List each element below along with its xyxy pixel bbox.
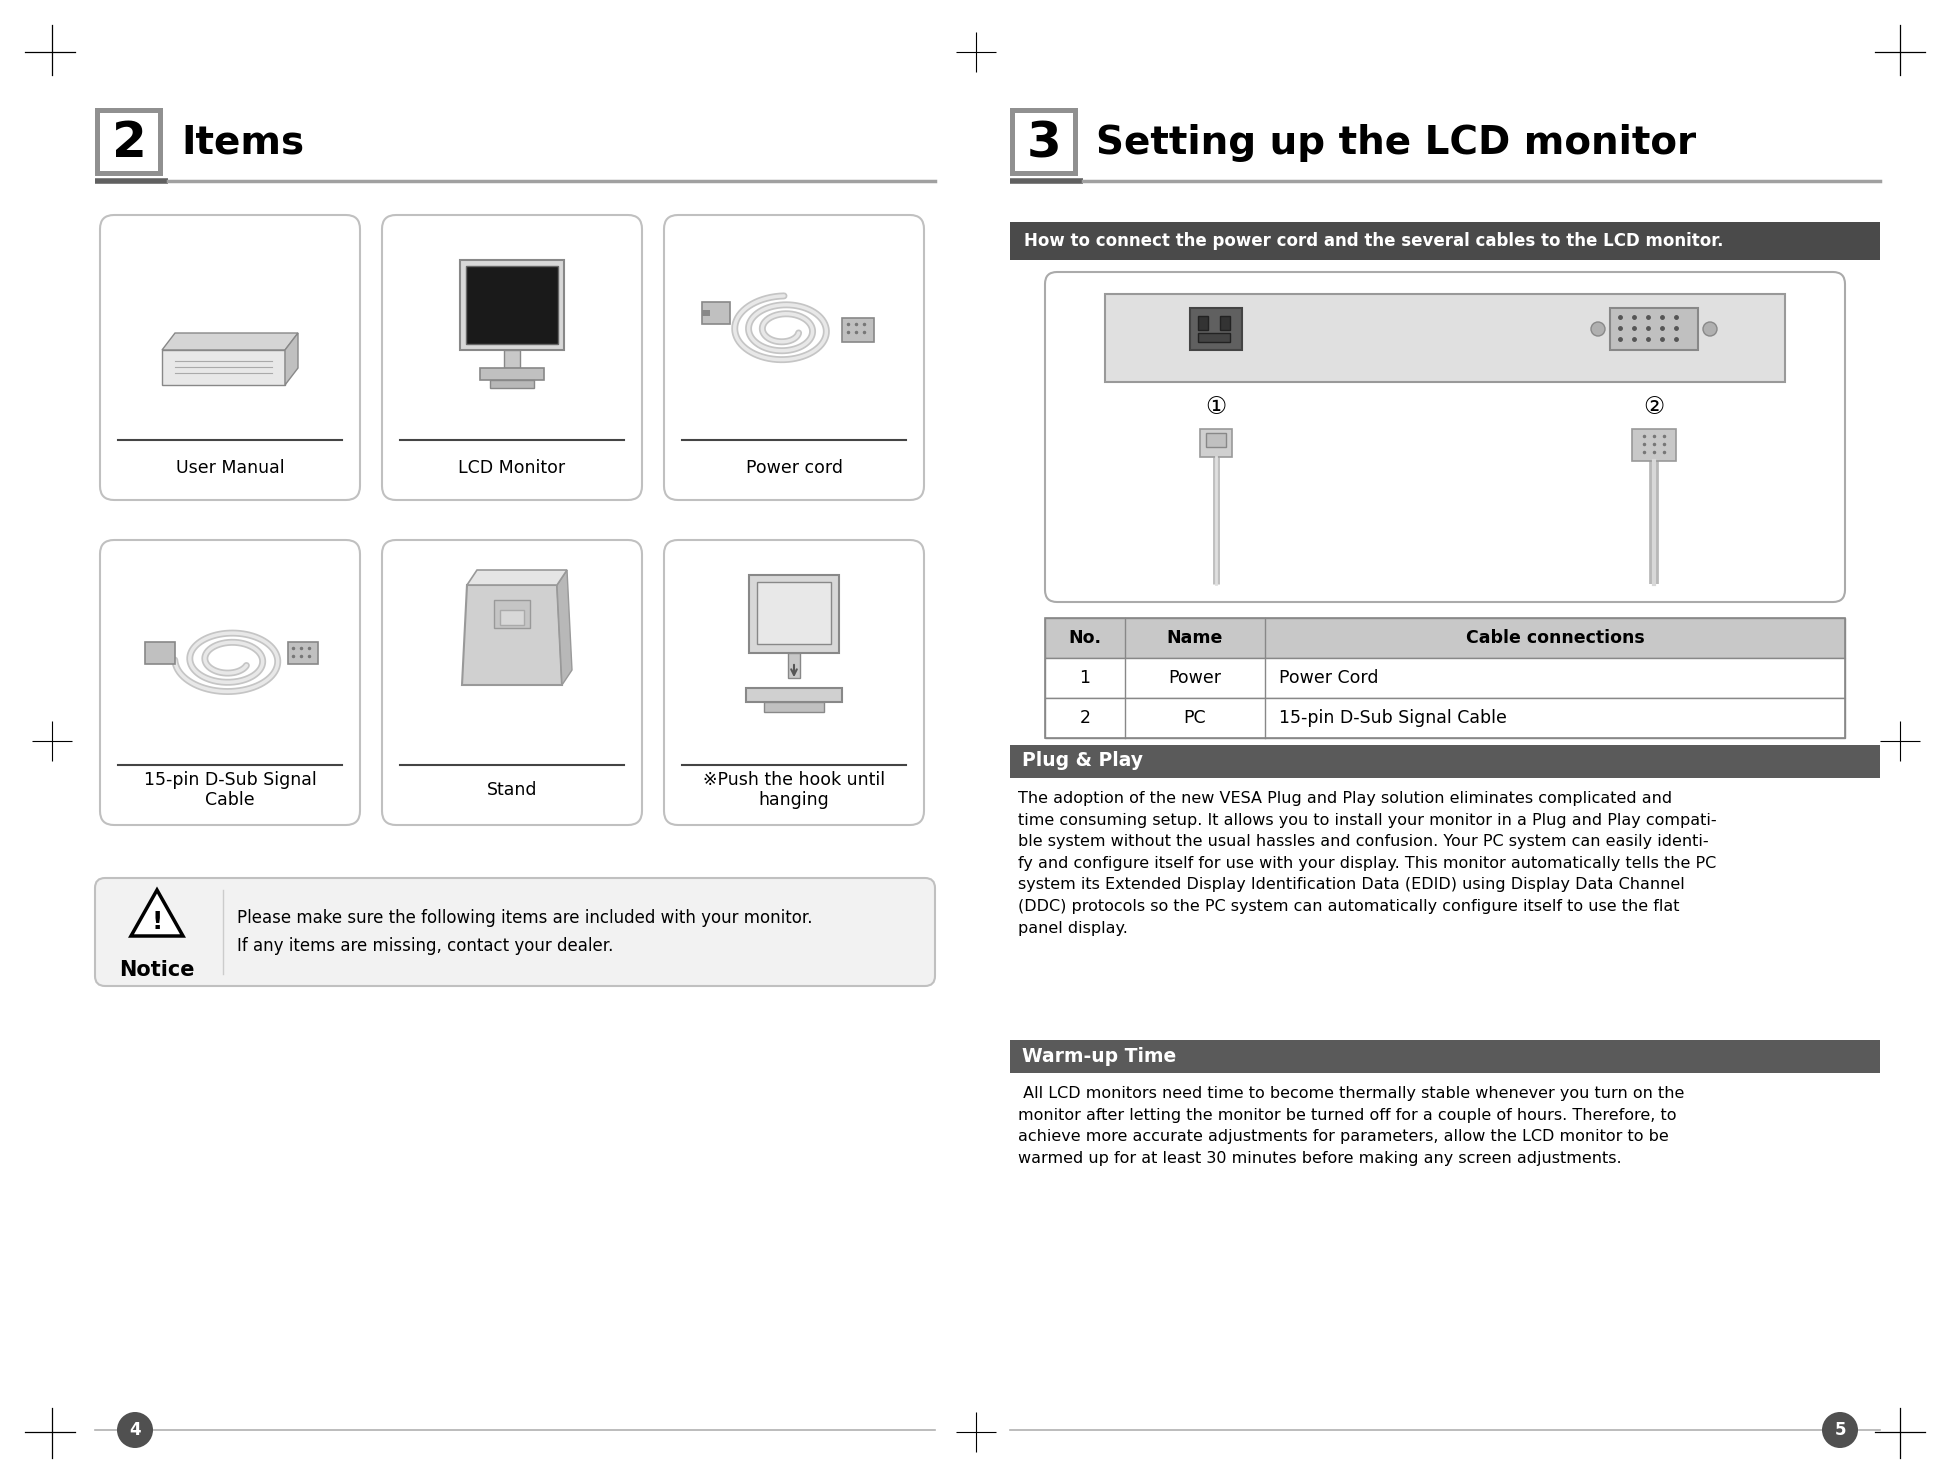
- Circle shape: [117, 1412, 152, 1447]
- Bar: [1044, 658, 1845, 698]
- FancyBboxPatch shape: [664, 540, 923, 825]
- Polygon shape: [285, 334, 299, 386]
- Text: Plug & Play: Plug & Play: [1023, 752, 1144, 771]
- Text: 2: 2: [111, 119, 146, 168]
- Bar: [1206, 433, 1226, 446]
- Text: 15-pin D-Sub Signal Cable: 15-pin D-Sub Signal Cable: [1279, 709, 1507, 727]
- Polygon shape: [162, 334, 299, 350]
- Text: Items: Items: [182, 125, 305, 162]
- Text: PC: PC: [1183, 709, 1206, 727]
- Bar: [1632, 429, 1677, 461]
- Bar: [500, 610, 523, 624]
- Polygon shape: [162, 350, 285, 386]
- Bar: [757, 581, 832, 644]
- Text: Please make sure the following items are included with your monitor.: Please make sure the following items are…: [236, 909, 812, 927]
- FancyBboxPatch shape: [383, 540, 642, 825]
- Bar: [1009, 222, 1880, 260]
- Text: 2: 2: [1079, 709, 1091, 727]
- Bar: [289, 642, 318, 664]
- FancyBboxPatch shape: [1044, 271, 1845, 602]
- Bar: [1200, 429, 1232, 457]
- Bar: [1009, 744, 1880, 779]
- Bar: [763, 701, 824, 712]
- Polygon shape: [131, 890, 183, 936]
- Text: ②: ②: [1644, 394, 1665, 420]
- Bar: [467, 265, 558, 344]
- FancyBboxPatch shape: [100, 540, 359, 825]
- Text: No.: No.: [1068, 629, 1101, 647]
- Text: 4: 4: [129, 1421, 141, 1439]
- Bar: [461, 260, 564, 350]
- Text: All LCD monitors need time to become thermally stable whenever you turn on the
m: All LCD monitors need time to become the…: [1019, 1086, 1685, 1166]
- Bar: [1220, 316, 1230, 331]
- Bar: [1610, 308, 1698, 350]
- Bar: [490, 380, 535, 389]
- Circle shape: [1702, 322, 1718, 337]
- Text: If any items are missing, contact your dealer.: If any items are missing, contact your d…: [236, 937, 613, 955]
- Text: Stand: Stand: [486, 782, 537, 799]
- Bar: [789, 653, 800, 678]
- Text: 3: 3: [1027, 119, 1062, 168]
- Bar: [1199, 334, 1230, 343]
- Bar: [1191, 308, 1241, 350]
- Text: Warm-up Time: Warm-up Time: [1023, 1047, 1177, 1065]
- Bar: [746, 688, 841, 701]
- Polygon shape: [463, 584, 562, 685]
- Bar: [100, 113, 158, 171]
- Bar: [703, 303, 730, 323]
- Bar: [1105, 294, 1784, 383]
- Text: User Manual: User Manual: [176, 460, 285, 478]
- Text: Power: Power: [1169, 669, 1222, 687]
- Bar: [144, 642, 176, 664]
- Bar: [1009, 108, 1078, 176]
- Bar: [504, 350, 519, 368]
- Text: !: !: [152, 911, 162, 934]
- Circle shape: [1821, 1412, 1858, 1447]
- Bar: [841, 317, 874, 343]
- Bar: [750, 575, 839, 653]
- Text: Cable connections: Cable connections: [1466, 629, 1644, 647]
- FancyBboxPatch shape: [664, 215, 923, 500]
- Bar: [1015, 113, 1074, 171]
- Bar: [703, 310, 711, 316]
- FancyBboxPatch shape: [100, 215, 359, 500]
- Bar: [480, 368, 545, 380]
- Polygon shape: [467, 569, 566, 584]
- FancyBboxPatch shape: [383, 215, 642, 500]
- Text: 5: 5: [1835, 1421, 1847, 1439]
- Polygon shape: [556, 569, 572, 685]
- Text: Power cord: Power cord: [746, 460, 843, 478]
- Bar: [1009, 1040, 1880, 1074]
- Text: Power Cord: Power Cord: [1279, 669, 1378, 687]
- Circle shape: [1591, 322, 1605, 337]
- Text: ①: ①: [1206, 394, 1226, 420]
- Bar: [1044, 618, 1845, 739]
- Bar: [96, 108, 164, 176]
- Text: Name: Name: [1167, 629, 1224, 647]
- Bar: [1044, 618, 1845, 658]
- Text: LCD Monitor: LCD Monitor: [459, 460, 566, 478]
- Text: How to connect the power cord and the several cables to the LCD monitor.: How to connect the power cord and the se…: [1025, 231, 1724, 251]
- Text: Setting up the LCD monitor: Setting up the LCD monitor: [1095, 125, 1696, 162]
- Bar: [1044, 698, 1845, 739]
- Text: Notice: Notice: [119, 960, 195, 980]
- Bar: [1199, 316, 1208, 331]
- Text: The adoption of the new VESA Plug and Play solution eliminates complicated and
t: The adoption of the new VESA Plug and Pl…: [1019, 790, 1716, 936]
- Text: 15-pin D-Sub Signal
Cable: 15-pin D-Sub Signal Cable: [144, 771, 316, 810]
- Bar: [494, 601, 531, 627]
- Text: 1: 1: [1079, 669, 1091, 687]
- FancyBboxPatch shape: [96, 878, 935, 986]
- Text: ※Push the hook until
hanging: ※Push the hook until hanging: [703, 771, 884, 810]
